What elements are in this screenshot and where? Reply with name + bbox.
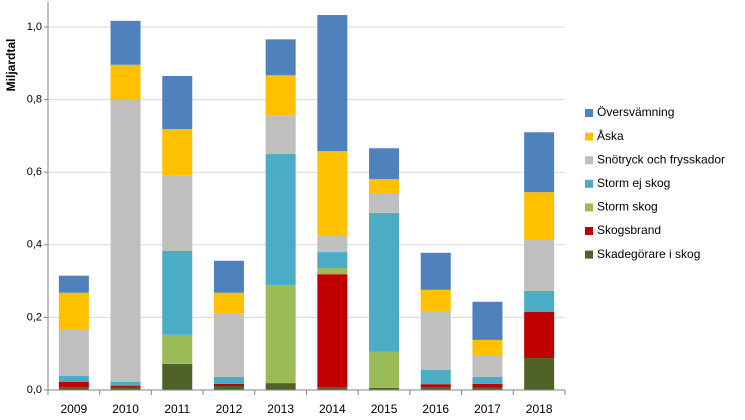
bar-segment [420,387,451,390]
bar-segment [265,75,296,116]
bar-segment [420,370,451,385]
bar-segment [369,179,400,194]
bar-segment [110,64,141,100]
legend-label: Skogsbrand [597,223,661,237]
bar-segment [58,329,89,376]
bar-segment [472,355,503,377]
bar-segment [213,386,244,390]
y-tick-label: 0,4 [27,239,42,251]
bar-segment [162,129,193,176]
bar-segment [110,385,141,388]
bar-segment [317,274,348,388]
bar-segment [472,387,503,390]
legend-label: Storm ej skog [597,176,670,190]
bar-segment [58,387,89,390]
y-tick-label: 1,0 [27,21,42,33]
bar-segment [317,268,348,275]
bar-segment [110,387,141,390]
bar-segment [369,193,400,213]
x-tick-label: 2017 [474,402,501,416]
bar-segment [524,240,555,291]
x-tick-label: 2010 [112,402,139,416]
bar-segment [472,376,503,384]
x-tick-label: 2015 [371,402,398,416]
bar-segment [213,376,244,384]
legend-label: Översvämning [597,105,674,119]
y-tick-label: 0,0 [27,384,42,396]
legend-swatch [585,132,593,141]
bar-segment [58,292,89,330]
bar-segment [265,115,296,155]
y-tick-label: 0,8 [27,94,42,106]
bar-segment [162,363,193,390]
bar-segment [369,351,400,388]
bar-segment [420,384,451,388]
bar-segment [420,310,451,371]
x-tick-label: 2013 [267,402,294,416]
bar-segment [110,20,141,65]
bar-segment [369,387,400,390]
x-tick-label: 2018 [526,402,553,416]
x-tick-label: 2012 [216,402,243,416]
bar-segment [162,76,193,130]
bar-segment [110,99,141,382]
bar-segment [317,15,348,152]
bar-segment [472,301,503,340]
bar-segment [265,154,296,286]
legend-label: Åska [597,128,624,143]
legend-swatch [585,250,593,259]
bar-segment [265,39,296,76]
bar-segment [58,275,89,293]
bar-segment [213,383,244,387]
legend-swatch [585,227,593,235]
x-tick-label: 2009 [60,402,87,416]
bar-segment [110,381,141,386]
bar-segment [420,252,451,290]
legend-label: Storm skog [597,200,658,214]
bar-segment [472,339,503,356]
bar-segment [524,290,555,312]
bar-segment [213,313,244,377]
bar-segment [524,311,555,359]
y-tick-label: 0,2 [27,311,42,323]
bar-segment [524,132,555,193]
bar-segment [58,375,89,383]
bar-segment [162,250,193,335]
bar-segment [420,289,451,311]
bar-segment [265,383,296,390]
bar-segment [317,151,348,237]
bar-segment [58,382,89,388]
x-tick-label: 2014 [319,402,346,416]
y-tick-label: 0,6 [27,166,42,178]
x-tick-label: 2011 [164,402,190,416]
bar-segment [213,260,244,293]
legend-swatch [585,203,593,212]
bar-segment [472,383,503,388]
bar-segment [317,252,348,269]
bar-segment [524,192,555,241]
bar-segment [162,175,193,251]
bar-segment [317,387,348,390]
legend-swatch [585,156,593,165]
legend-label: Snötryck och frysskador [597,152,725,166]
bar-segment [524,358,555,390]
y-axis-label: Miljardtal [4,39,18,92]
x-tick-label: 2016 [422,402,449,416]
legend-swatch [585,109,593,117]
bar-segment [265,285,296,384]
bar-segment [213,292,244,314]
legend-label: Skadegörare i skog [597,247,700,261]
bar-segment [317,236,348,253]
legend-swatch [585,179,593,188]
bar-segment [369,148,400,180]
bar-segment [162,334,193,364]
bar-segment [369,212,400,352]
